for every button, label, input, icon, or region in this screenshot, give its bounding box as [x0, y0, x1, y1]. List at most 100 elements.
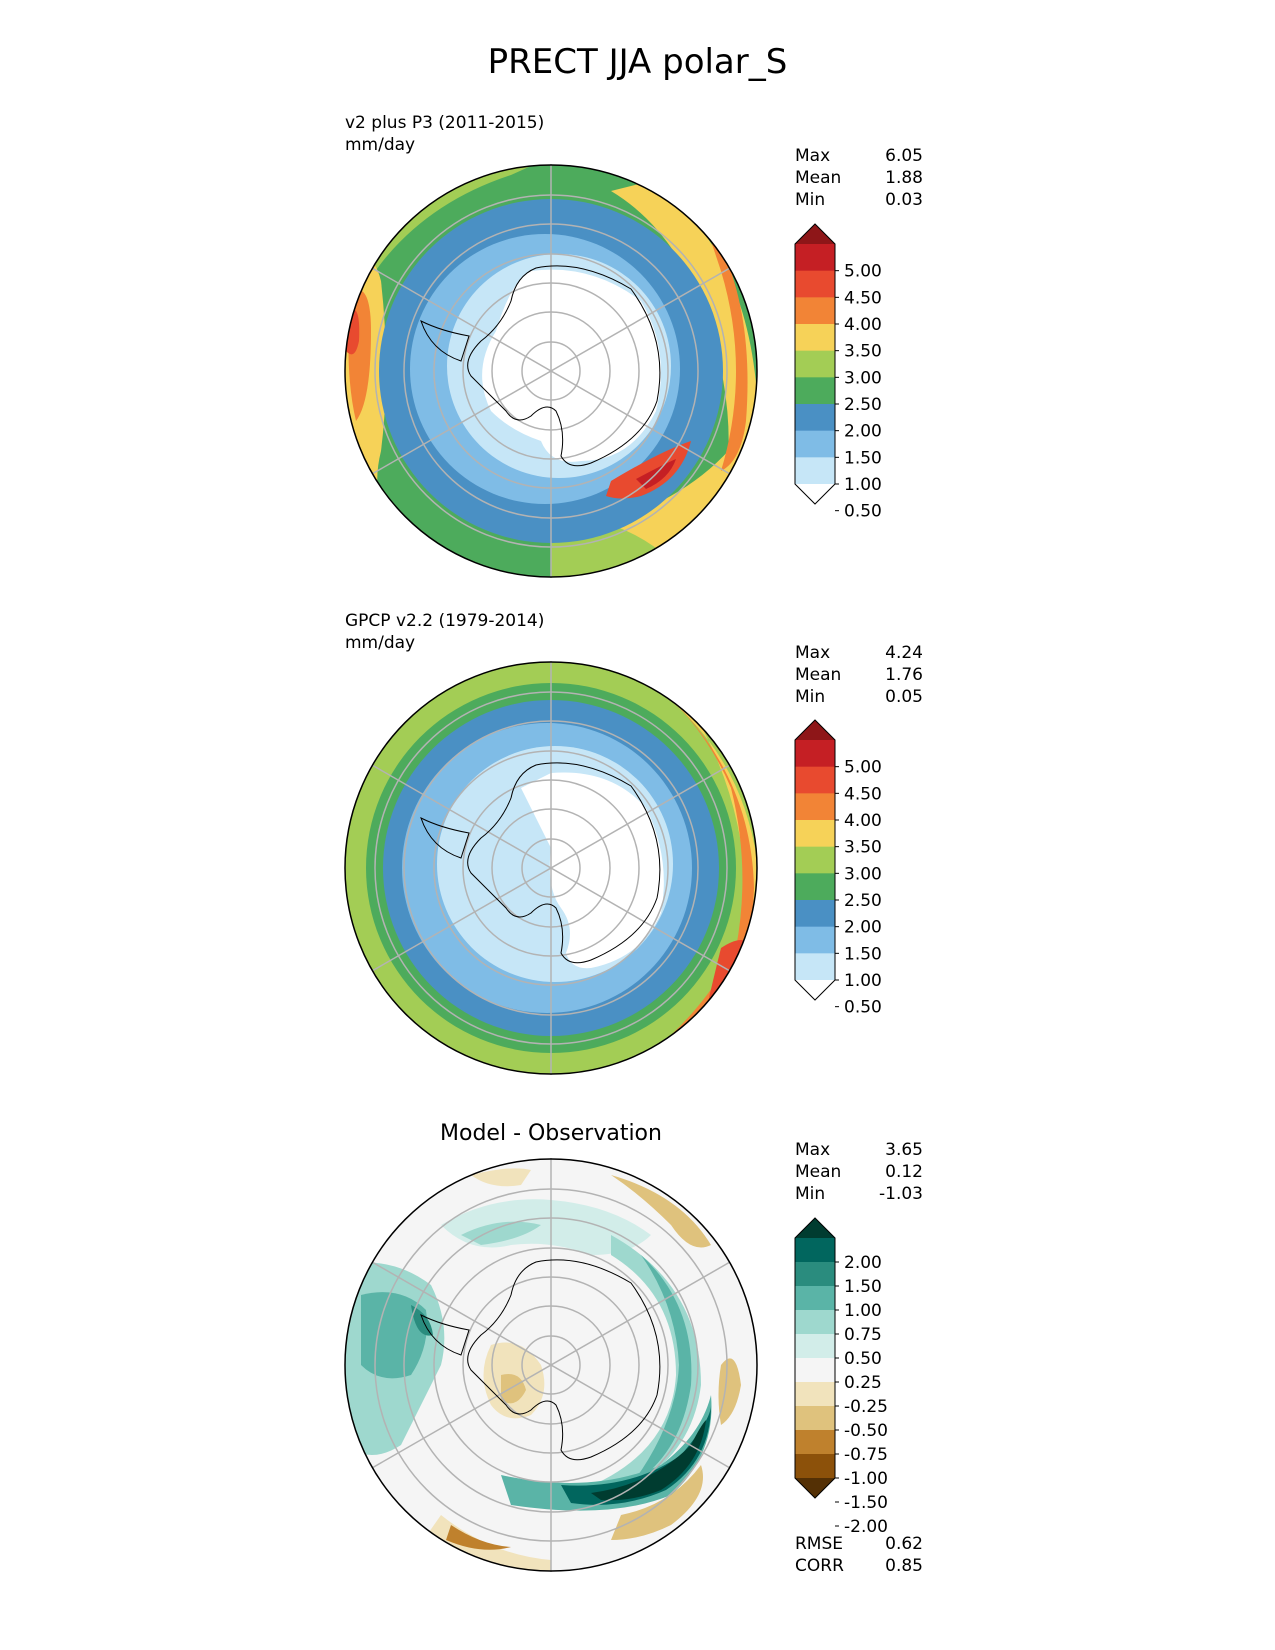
colorbar-swatch	[795, 404, 835, 432]
diff-tan-interior-core	[501, 1374, 526, 1404]
colorbar-swatch	[795, 1238, 835, 1263]
colorbar-swatch	[795, 793, 835, 821]
colorbar-diff-swatches	[794, 1217, 836, 1499]
colorbar-tick-label: -0.75	[844, 1445, 888, 1465]
colorbar-extend-max	[795, 720, 835, 740]
stat-mean-label: Mean	[795, 168, 842, 188]
precip-max-storm	[606, 441, 691, 499]
stat-mean-value: 1.88	[885, 168, 923, 188]
graticule	[371, 661, 731, 1075]
colorbar-tick-label: 0.50	[844, 1349, 882, 1369]
colorbar-swatch	[795, 430, 835, 458]
colorbar-extend-min	[795, 980, 835, 1000]
colorbar-tick-label: 2.00	[844, 1253, 882, 1273]
stat-max-label: Max	[795, 643, 831, 663]
colorbar-tick-label: -1.50	[844, 1493, 888, 1513]
colorbar-tick-label: 5.00	[844, 758, 882, 778]
colorbar-tick-label: 4.50	[844, 288, 882, 308]
colorbar-swatch	[795, 297, 835, 325]
colorbar-tick-label: 4.00	[844, 811, 882, 831]
precip-interior-white	[521, 772, 664, 969]
polar-map-ref	[344, 661, 758, 1075]
colorbar-tick-label: 1.50	[844, 448, 882, 468]
colorbar-tick-label: 1.00	[844, 971, 882, 991]
colorbar-swatch	[795, 1430, 835, 1455]
colorbar-swatch	[795, 926, 835, 954]
colorbar-ref-swatches	[794, 719, 836, 1001]
diff-teal-southeast-darkest	[591, 1420, 706, 1501]
diff-outer-tan-ne	[611, 1175, 711, 1248]
colorbar-swatch	[795, 1286, 835, 1311]
metrics-diff: RMSE 0.62 CORR 0.85	[795, 1533, 923, 1577]
metric-corr-label: CORR	[795, 1556, 844, 1576]
graticule	[371, 164, 731, 578]
stat-min-label: Min	[795, 190, 826, 210]
colorbar-diff-ticks: 2.00 1.50 1.00 0.75 0.50 0.25 -0.25 -0.50 -0.75 -…	[835, 1253, 888, 1537]
colorbar-swatch	[795, 324, 835, 352]
colorbar-tick-label: -1.00	[844, 1469, 888, 1489]
panel-title-test: v2 plus P3 (2011-2015) mm/day	[345, 112, 544, 156]
colorbar-swatch	[795, 1406, 835, 1431]
stat-max-label: Max	[795, 1140, 831, 1160]
stat-max-value: 4.24	[885, 643, 923, 663]
colorbar-swatch	[795, 900, 835, 928]
colorbar-swatch	[795, 1454, 835, 1479]
colorbar-swatch	[795, 457, 835, 485]
stat-min-value: 0.03	[885, 190, 923, 210]
panel-ref-units: mm/day	[345, 633, 416, 653]
colorbar-tick-label: 5.00	[844, 262, 882, 282]
colorbar-extend-max	[795, 1218, 835, 1238]
colorbar-swatch	[795, 244, 835, 272]
colorbar-tick-label: 1.50	[844, 944, 882, 964]
map-boundary	[344, 661, 758, 1075]
colorbar-swatch	[795, 377, 835, 405]
diff-outer-brown-south	[446, 1525, 511, 1550]
colorbar-tick-label: 2.50	[844, 891, 882, 911]
diff-outer-tan-se	[611, 1465, 703, 1540]
colorbar-tick-label: -0.25	[844, 1397, 888, 1417]
precip-band-east	[611, 181, 757, 577]
colorbar-tick-label: 4.50	[844, 784, 882, 804]
colorbar-tick-label: 1.00	[844, 475, 882, 495]
colorbar-swatch	[795, 1382, 835, 1407]
stat-min-label: Min	[795, 687, 826, 707]
stat-max-value: 3.65	[885, 1140, 923, 1160]
stat-mean-label: Mean	[795, 665, 842, 685]
diff-teal-north-core	[461, 1221, 541, 1245]
stat-max-label: Max	[795, 146, 831, 166]
stat-min-value: -1.03	[879, 1184, 923, 1204]
map-boundary	[344, 1158, 758, 1572]
colorbar-swatch	[795, 740, 835, 768]
colorbar-swatch	[795, 350, 835, 378]
antarctica-coastline	[420, 762, 661, 964]
polar-map-test	[344, 164, 758, 578]
colorbar-tick-label: 2.00	[844, 918, 882, 938]
colorbar-swatch	[795, 1310, 835, 1335]
colorbar-swatch	[795, 1262, 835, 1287]
colorbar-tick-label: 1.00	[844, 1301, 882, 1321]
colorbar-diff: 2.00 1.50 1.00 0.75 0.50 0.25 -0.25 -0.50 -0.75 -…	[794, 1217, 888, 1537]
precip-east-orange	[701, 211, 748, 471]
stat-min-label: Min	[795, 1184, 826, 1204]
colorbar-swatch	[795, 1358, 835, 1383]
colorbar-swatch	[795, 270, 835, 298]
colorbar-test-swatches	[794, 223, 836, 505]
colorbar-tick-label: 0.75	[844, 1325, 882, 1345]
colorbar-extend-min	[795, 484, 835, 504]
metric-corr-value: 0.85	[885, 1556, 923, 1576]
colorbar-tick-label: 0.50	[844, 502, 882, 522]
stats-test: Max 6.05 Mean 1.88 Min 0.03	[795, 145, 923, 211]
colorbar-tick-label: 0.50	[844, 998, 882, 1018]
colorbar-test-ticks: 5.00 4.50 4.00 3.50 3.00 2.50 2.00 1.50 1.00 0.50	[835, 262, 882, 522]
colorbar-tick-label: 0.25	[844, 1373, 882, 1393]
colorbar-ref: 5.00 4.50 4.00 3.50 3.00 2.50 2.00 1.50 1.00 0.50	[794, 719, 882, 1018]
colorbar-swatch	[795, 846, 835, 874]
colorbar-tick-label: 2.50	[844, 395, 882, 415]
colorbar-tick-label: 1.50	[844, 1277, 882, 1297]
colorbar-swatch	[795, 766, 835, 794]
panel-ref-name: GPCP v2.2 (1979-2014)	[345, 611, 545, 631]
stat-max-value: 6.05	[885, 146, 923, 166]
colorbar-tick-label: 3.00	[844, 368, 882, 388]
colorbar-tick-label: -2.00	[844, 1517, 888, 1537]
colorbar-tick-label: -0.50	[844, 1421, 888, 1441]
